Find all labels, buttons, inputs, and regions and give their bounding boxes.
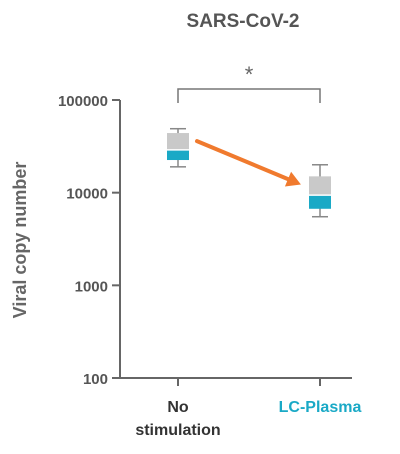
x-tick-label: No <box>167 399 189 416</box>
arrow-shaft <box>195 139 290 182</box>
box-lower <box>167 149 189 161</box>
y-tick-label: 1000 <box>75 278 108 295</box>
trend-arrow <box>195 139 301 187</box>
chart-title: SARS-CoV-2 <box>187 11 300 32</box>
box-series <box>167 127 331 218</box>
significance-annotation: * <box>177 62 321 103</box>
x-tick-label: LC-Plasma <box>279 399 362 416</box>
significance-bracket <box>177 88 321 103</box>
y-axis-label: Viral copy number <box>10 162 30 319</box>
y-axis: 100 1000 10000 100000 <box>58 93 121 388</box>
arrow-head <box>284 171 301 187</box>
box-1 <box>309 164 331 218</box>
x-axis: No stimulation LC-Plasma <box>120 377 362 439</box>
box-upper <box>167 133 189 150</box>
significance-star: * <box>245 62 254 87</box>
x-tick-label: stimulation <box>135 422 220 439</box>
box-upper <box>309 176 331 196</box>
y-tick-label: 100 <box>83 371 108 388</box>
box-lower <box>309 195 331 209</box>
box-0 <box>167 127 189 168</box>
y-tick-label: 100000 <box>58 93 108 110</box>
y-tick-label: 10000 <box>66 186 108 203</box>
